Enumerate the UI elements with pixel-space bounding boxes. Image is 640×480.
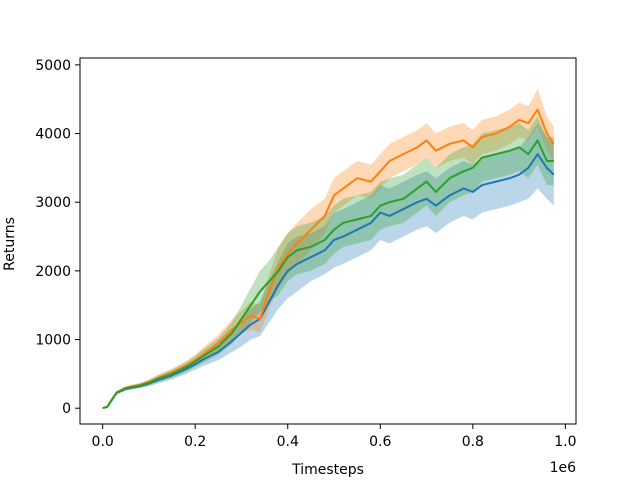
y-tick-label: 3000	[35, 195, 71, 211]
x-tick-label: 0.6	[369, 434, 391, 450]
plot-frame	[79, 57, 577, 425]
y-tick-label: 5000	[35, 58, 71, 74]
x-tick-label: 0.0	[92, 434, 114, 450]
series-line-3	[102, 139, 554, 410]
y-axis: 0 1000 2000 3000 4000 5000	[35, 58, 80, 417]
series-lines	[102, 108, 555, 410]
y-tick-label: 2000	[35, 264, 71, 280]
y-tick-label: 1000	[35, 333, 71, 349]
y-tick-label: 0	[62, 401, 71, 417]
series-band-2	[102, 88, 554, 409]
series-band-1	[102, 123, 554, 409]
series-band-3	[102, 116, 554, 409]
x-tick-label: 0.2	[184, 434, 206, 450]
confidence-bands	[102, 88, 554, 409]
y-tick-label: 4000	[35, 127, 71, 143]
x-tick-label: 0.8	[462, 434, 484, 450]
x-axis: 0.0 0.2 0.4 0.6 0.8 1.0	[92, 424, 576, 450]
y-axis-label: Returns	[2, 217, 18, 271]
x-offset-label: 1e6	[550, 460, 577, 476]
x-tick-label: 1.0	[554, 434, 576, 450]
x-tick-label: 0.4	[277, 434, 299, 450]
x-axis-label: Timesteps	[291, 462, 364, 478]
series-line-1	[102, 153, 555, 410]
